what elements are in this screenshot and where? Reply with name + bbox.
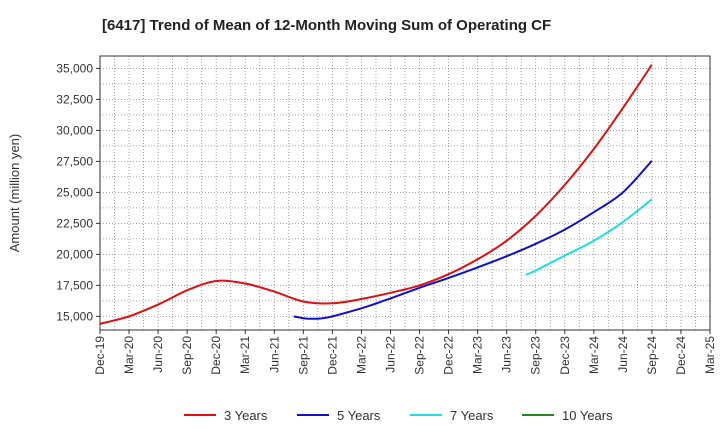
- chart-title: [6417] Trend of Mean of 12-Month Moving …: [102, 17, 551, 34]
- x-tick-label: Mar-21: [238, 336, 252, 374]
- x-tick-label: Dec-24: [674, 336, 688, 375]
- series-line-5-years: [293, 160, 653, 320]
- grid-lines: [99, 56, 711, 330]
- legend: 3 Years 5 Years 7 Years 10 Years: [184, 408, 613, 423]
- x-tick-label: Sep-23: [529, 336, 543, 375]
- series-line-3-years: [99, 64, 653, 325]
- x-tick-label: Jun-22: [383, 336, 397, 373]
- y-tick-label: 17,500: [56, 278, 93, 292]
- legend-label-7-years: 7 Years: [450, 408, 494, 423]
- x-tick-label: Dec-20: [209, 336, 223, 375]
- y-tick-label: 25,000: [56, 185, 93, 199]
- x-tick-label: Sep-22: [413, 336, 427, 375]
- series-group: [99, 64, 653, 325]
- x-tick-label: Dec-21: [325, 336, 339, 375]
- y-tick-label: 22,500: [56, 216, 93, 230]
- x-tick-label: Dec-22: [442, 336, 456, 375]
- y-axis-label: Amount (million yen): [7, 134, 22, 253]
- legend-label-3-years: 3 Years: [224, 408, 268, 423]
- x-tick-label: Sep-20: [180, 336, 194, 375]
- y-tick-label: 15,000: [56, 309, 93, 323]
- y-tick-label: 27,500: [56, 154, 93, 168]
- y-axis: 15,000 17,500 20,000 22,500 25,000 27,500 30,0…: [56, 61, 100, 323]
- y-tick-label: 32,500: [56, 92, 93, 106]
- x-tick-label: Sep-24: [645, 336, 659, 375]
- x-tick-label: Mar-25: [703, 336, 717, 374]
- x-tick-label: Mar-22: [354, 336, 368, 374]
- x-tick-label: Mar-23: [471, 336, 485, 374]
- y-tick-label: 35,000: [56, 61, 93, 75]
- legend-label-5-years: 5 Years: [337, 408, 381, 423]
- plot-border: [99, 55, 711, 331]
- x-tick-label: Jun-24: [616, 336, 630, 373]
- x-tick-label: Jun-20: [151, 336, 165, 373]
- legend-label-10-years: 10 Years: [562, 408, 613, 423]
- x-axis: Dec-19 Mar-20 Jun-20 Sep-20 Dec-20 Mar-21 Jun-…: [93, 330, 717, 375]
- y-tick-label: 30,000: [56, 123, 93, 137]
- y-tick-label: 20,000: [56, 247, 93, 261]
- x-tick-label: Mar-20: [122, 336, 136, 374]
- x-tick-label: Mar-24: [587, 336, 601, 374]
- series-line-7-years: [525, 198, 653, 276]
- x-tick-label: Jun-21: [267, 336, 281, 373]
- x-tick-label: Sep-21: [296, 336, 310, 375]
- x-tick-label: Dec-19: [93, 336, 107, 375]
- x-tick-label: Jun-23: [500, 336, 514, 373]
- x-tick-label: Dec-23: [558, 336, 572, 375]
